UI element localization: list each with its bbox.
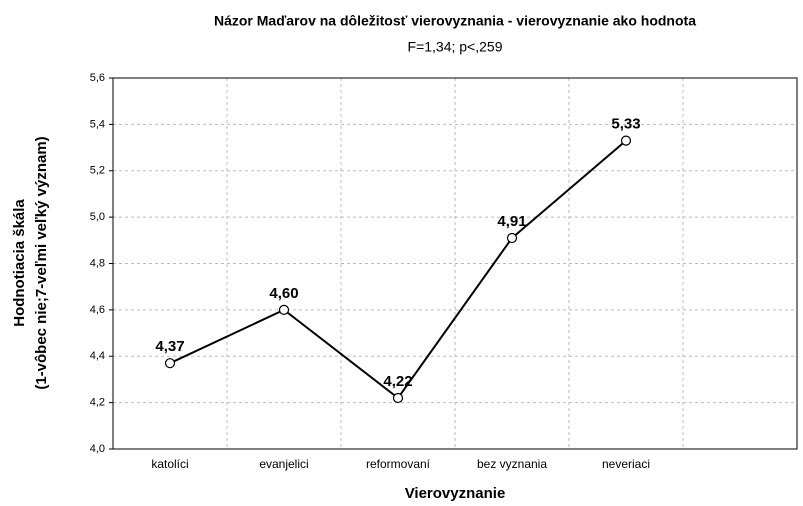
- chart-subtitle: F=1,34; p<,259: [408, 39, 503, 55]
- x-tick-label: katolíci: [151, 457, 188, 471]
- plot-frame: [112, 77, 798, 450]
- y-tick-label: 4,6: [90, 304, 105, 316]
- data-point: [278, 304, 290, 315]
- y-tick-label: 4,0: [90, 443, 105, 455]
- data-label: 5,33: [611, 116, 640, 133]
- data-label: 4,91: [497, 213, 526, 230]
- data-point: [392, 392, 404, 404]
- y-tick-label: 5,2: [90, 165, 105, 177]
- data-point: [620, 135, 632, 146]
- y-tick-label: 4,4: [90, 350, 105, 362]
- y-tick-label: 5,6: [90, 72, 105, 84]
- y-axis-label: (1-vôbec nie;7-veľmi veľký význam): [33, 136, 50, 389]
- y-tick-label: 4,8: [90, 257, 105, 269]
- x-tick-label: evanjelici: [259, 457, 308, 471]
- chart-title: Názor Maďarov na dôležitosť vierovyznani…: [214, 13, 696, 29]
- x-tick-label: reformovaní: [366, 457, 431, 471]
- y-tick-label: 5,4: [90, 118, 105, 130]
- data-label: 4,60: [269, 285, 298, 302]
- x-tick-label: neveriaci: [602, 457, 650, 471]
- data-label: 4,37: [155, 338, 184, 355]
- data-point: [164, 358, 176, 369]
- data-point: [506, 232, 518, 244]
- data-label: 4,22: [383, 373, 412, 390]
- y-tick-label: 4,2: [90, 397, 105, 409]
- y-axis-label: Hodnotiacia škála: [11, 199, 28, 327]
- x-axis-label: Vierovyznanie: [405, 485, 506, 502]
- y-tick-label: 5,0: [90, 211, 105, 223]
- x-tick-label: bez vyznania: [477, 457, 547, 471]
- data-line: [169, 139, 627, 400]
